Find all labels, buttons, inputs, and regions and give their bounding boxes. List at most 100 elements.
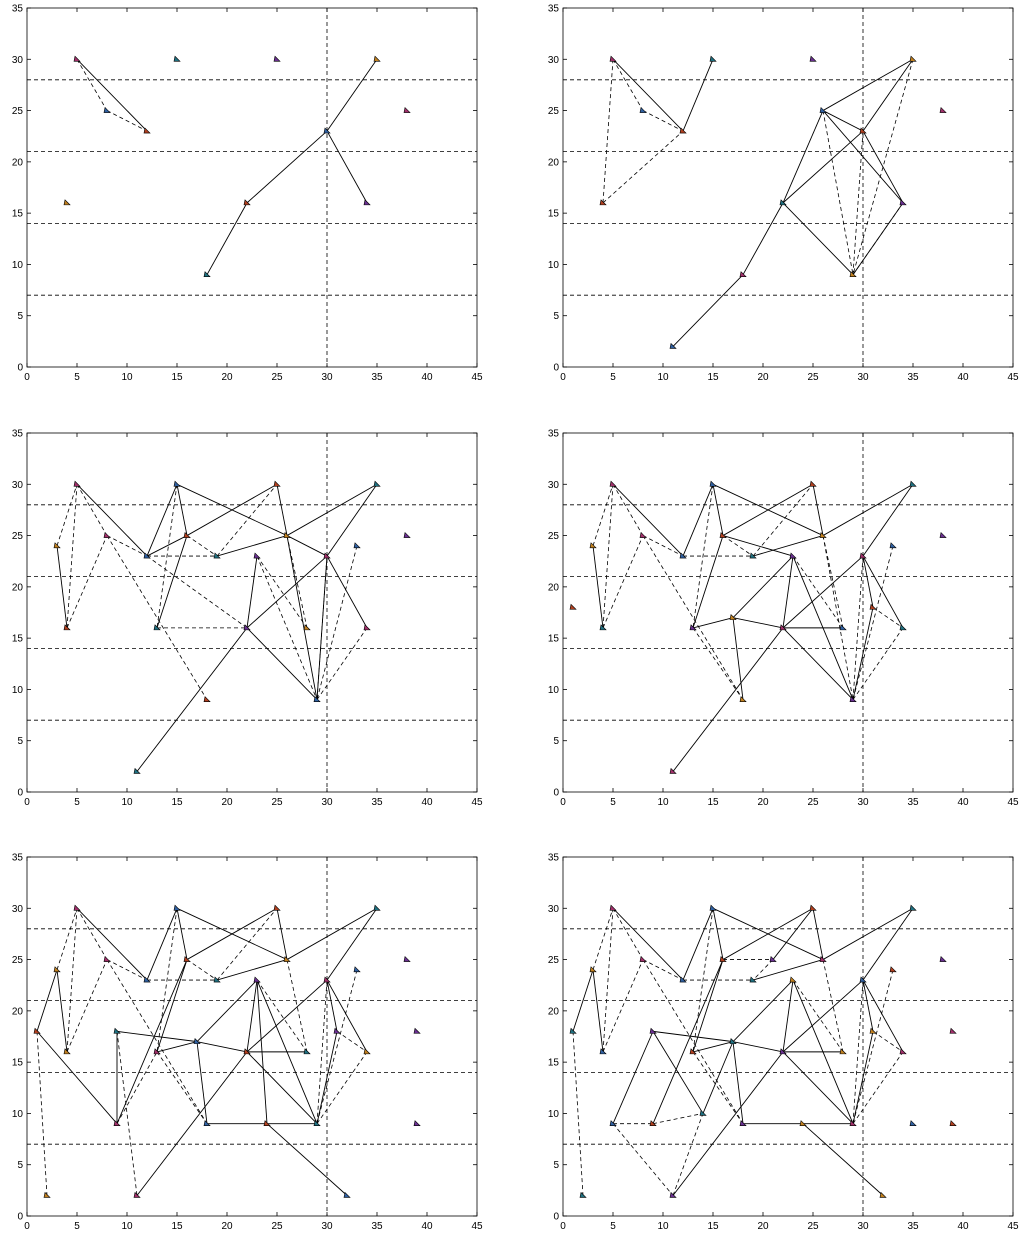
x-tick-label: 45 [471,372,483,383]
solid-edge [136,627,248,772]
dashed-edge [652,1113,704,1125]
solid-edge [326,908,378,981]
y-tick-label: 25 [548,531,560,542]
x-tick-label: 25 [807,797,819,808]
dashed-edge [612,908,644,960]
node-marker [113,1120,121,1126]
solid-edge [862,908,914,981]
node-marker [373,904,381,911]
solid-edge [742,202,784,275]
node-marker [709,904,717,911]
node-marker [859,976,867,983]
node-marker [679,976,687,983]
node-marker [849,271,857,277]
solid-edge [612,58,684,132]
y-tick-label: 5 [553,736,559,747]
node-marker [739,271,747,277]
solid-edge [782,555,864,629]
node-marker [43,1191,51,1198]
solid-edge [782,1051,854,1124]
dashed-edge [316,545,358,700]
node-marker [363,1048,371,1055]
node-marker [363,624,371,631]
dashed-edge [602,130,684,204]
x-tick-label: 15 [707,372,719,383]
dashed-edge [216,484,278,557]
node-marker [889,542,897,549]
node-marker [283,955,291,962]
solid-edge [652,959,724,1124]
node-marker [869,603,877,610]
x-tick-label: 35 [907,1221,919,1232]
solid-edge [772,908,814,960]
node-marker [859,552,867,559]
node-marker [313,1120,321,1126]
solid-edge [822,110,904,204]
node-marker [33,1027,41,1034]
node-marker [749,552,757,559]
x-tick-label: 20 [221,372,233,383]
solid-edge [246,556,258,628]
node-marker [719,531,727,538]
y-tick-label: 15 [548,634,560,645]
node-marker [53,542,61,549]
solid-edge [326,59,378,132]
y-tick-label: 20 [12,582,24,593]
dashed-edge [256,555,308,629]
node-marker [363,199,371,206]
node-marker [899,624,907,631]
dashed-edge [642,535,744,700]
dashed-edge [692,1051,744,1124]
node-marker [203,271,211,277]
solid-edge [682,59,714,132]
x-tick-label: 40 [421,1221,433,1232]
solid-edge [36,969,58,1032]
solid-edge [692,959,724,1053]
dashed-edge [216,908,278,981]
panel-1: 0 5 10 15 20 25 30 35 40 45 0 5 10 15 20 25 30 35 [12,4,483,384]
y-tick-label: 35 [12,429,24,440]
dashed-edge [36,1031,48,1196]
y-tick-label: 35 [12,4,24,15]
solid-edge [176,484,188,536]
panel-4: 0 5 10 15 20 25 30 35 40 45 0 5 10 15 20 25 30 35 [548,429,1019,809]
y-tick-label: 15 [548,209,560,220]
node-marker [879,1191,887,1198]
solid-edge [822,907,914,960]
solid-edge [672,1051,784,1196]
solid-edge [732,979,794,1042]
node-marker [729,614,737,620]
dashed-edge [792,555,844,629]
node-marker [799,1120,807,1126]
x-tick-label: 20 [221,1221,233,1232]
node-marker [909,55,917,62]
node-marker [193,1038,201,1044]
dashed-edge [592,908,614,970]
node-marker [333,1027,341,1034]
x-tick-label: 30 [321,372,333,383]
solid-edge [672,274,744,347]
node-marker [103,531,111,538]
x-tick-label: 45 [1007,372,1019,383]
panel-6: 0 5 10 15 20 25 30 35 40 45 0 5 10 15 20 25 30 35 [548,853,1019,1233]
dashed-edge [692,484,714,628]
node-marker [403,955,411,962]
solid-edge [722,907,814,960]
solid-edge [326,484,378,557]
node-marker [283,531,291,538]
node-marker [729,1038,737,1044]
solid-edge [862,59,914,132]
x-tick-label: 10 [121,372,133,383]
dashed-edge [852,131,864,275]
solid-edge [652,1030,734,1043]
y-tick-label: 0 [17,788,23,799]
node-marker [839,1048,847,1055]
panel-3: 0 5 10 15 20 25 30 35 40 45 0 5 10 15 20 25 30 35 [12,429,483,809]
solid-edge [246,627,318,700]
node-marker [103,955,111,962]
plot-frame [562,856,1014,1217]
solid-edge [216,959,288,981]
y-tick-label: 0 [17,363,23,374]
node-marker [939,531,947,538]
solid-edge [76,58,148,132]
